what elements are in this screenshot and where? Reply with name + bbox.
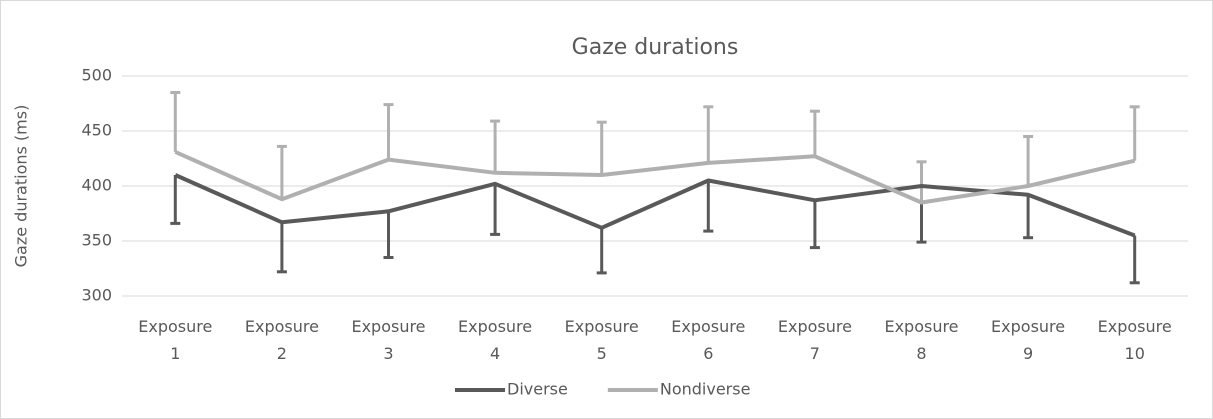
chart-title: Gaze durations <box>572 35 739 60</box>
error-bar <box>596 227 607 275</box>
y-tick-label: 300 <box>81 286 112 305</box>
error-bar <box>809 200 820 250</box>
error-bar <box>170 91 181 152</box>
error-bar <box>383 211 394 259</box>
error-bar <box>703 180 714 233</box>
y-tick-label: 350 <box>81 231 112 250</box>
series-line <box>174 150 1136 205</box>
error-bar <box>276 222 287 274</box>
x-tick-label: Exposure 3 <box>351 317 425 363</box>
error-bar <box>1129 105 1140 161</box>
x-tick-label: Exposure 2 <box>245 317 319 363</box>
x-tick-label: Exposure 8 <box>884 317 958 363</box>
x-tick-label: Exposure 9 <box>991 317 1065 363</box>
legend-label: Diverse <box>507 380 568 399</box>
error-bar <box>916 160 927 203</box>
error-bar <box>383 103 394 160</box>
y-axis-label: Gaze durations (ms) <box>12 105 31 268</box>
error-bar <box>276 144 287 200</box>
legend-label: Nondiverse <box>660 380 751 399</box>
error-bar <box>1023 194 1034 240</box>
x-tick-label: Exposure 5 <box>565 317 639 363</box>
error-bar <box>1023 135 1034 186</box>
y-tick-label: 400 <box>81 176 112 195</box>
error-bar <box>490 119 501 173</box>
error-bar <box>596 120 607 175</box>
x-tick-label: Exposure 6 <box>671 317 745 363</box>
error-bar <box>490 183 501 236</box>
x-tick-label: Exposure 10 <box>1098 317 1172 363</box>
error-bar <box>170 175 181 225</box>
error-bar <box>809 109 820 157</box>
x-tick-label: Exposure 4 <box>458 317 532 363</box>
y-tick-label: 500 <box>81 66 112 85</box>
error-bar <box>703 105 714 163</box>
y-tick-label: 450 <box>81 121 112 140</box>
x-tick-label: Exposure 7 <box>778 317 852 363</box>
error-bar <box>1129 235 1140 285</box>
series-line <box>174 173 1136 238</box>
x-tick-label: Exposure 1 <box>138 317 212 363</box>
